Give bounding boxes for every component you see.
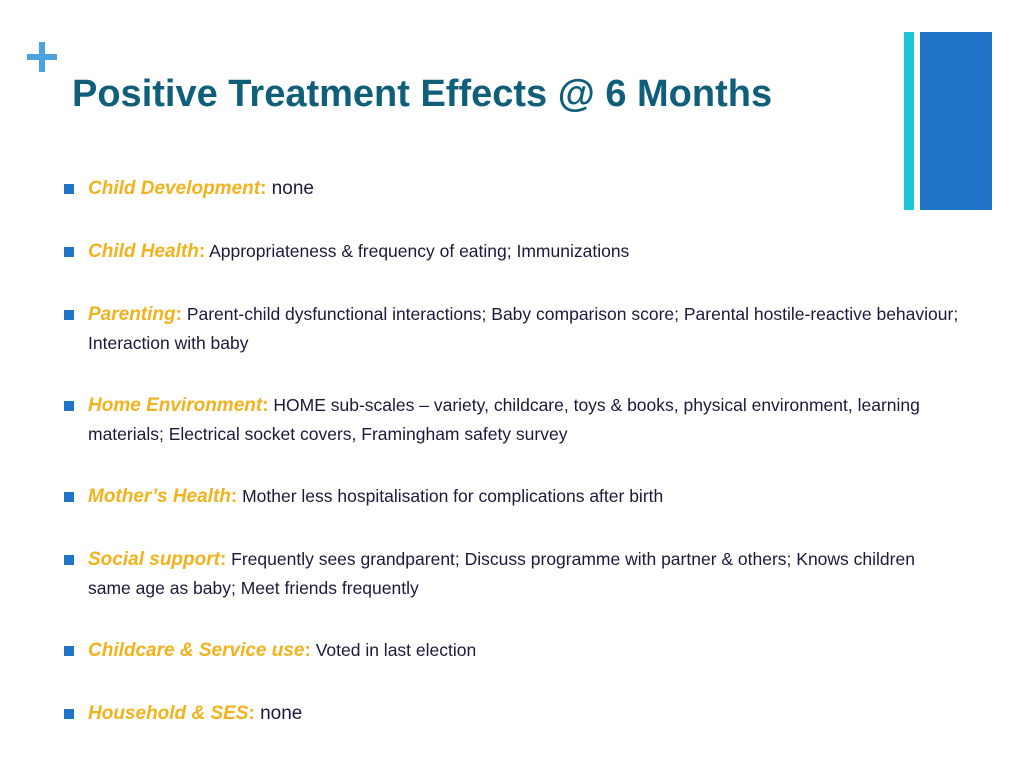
bullet-category: Mother’s Health: [88, 486, 231, 507]
bullet-mothers-health: Mother’s Health: Mother less hospitalisa…: [60, 482, 960, 511]
bullet-separator: :: [260, 178, 267, 199]
bullet-separator: :: [262, 395, 269, 416]
bullet-marker-icon: [64, 247, 74, 257]
plus-icon: [27, 42, 57, 72]
bullet-marker-icon: [64, 646, 74, 656]
bullet-text: Parent-child dysfunctional interactions;…: [88, 304, 959, 353]
bullet-text: none: [254, 703, 303, 724]
bullet-child-health: Child Health: Appropriateness & frequenc…: [60, 237, 960, 266]
decorative-bar-wide: [920, 32, 992, 210]
slide-title: Positive Treatment Effects @ 6 Months: [72, 73, 773, 115]
decorative-bars: [904, 32, 992, 210]
bullet-text: Voted in last election: [310, 640, 477, 660]
bullet-text: Mother less hospitalisation for complica…: [237, 486, 664, 506]
bullet-separator: :: [198, 241, 206, 262]
bullet-marker-icon: [64, 709, 74, 719]
bullet-marker-icon: [64, 401, 74, 411]
bullet-home-environment: Home Environment: HOME sub-scales – vari…: [60, 391, 960, 448]
bullet-child-development: Child Development: none: [60, 174, 960, 203]
decorative-bar-thin: [904, 32, 914, 210]
bullet-category: Child Development: [88, 178, 261, 199]
bullet-marker-icon: [64, 492, 74, 502]
bullet-separator: :: [248, 703, 255, 724]
bullet-category: Home Environment: [88, 395, 263, 416]
bullet-category: Social support: [88, 549, 220, 570]
bullet-separator: :: [230, 486, 238, 507]
bullet-text: Frequently sees grandparent; Discuss pro…: [88, 549, 915, 598]
bullet-category: Childcare & Service use: [88, 640, 305, 661]
bullet-childcare-service-use: Childcare & Service use: Voted in last e…: [60, 636, 960, 665]
bullet-household-ses: Household & SES: none: [60, 699, 960, 728]
bullet-category: Parenting: [88, 304, 176, 325]
bullet-marker-icon: [64, 310, 74, 320]
bullet-separator: :: [304, 640, 311, 661]
bullet-marker-icon: [64, 555, 74, 565]
bullet-marker-icon: [64, 184, 74, 194]
bullet-social-support: Social support: Frequently sees grandpar…: [60, 545, 960, 602]
bullet-category: Household & SES: [88, 703, 249, 724]
bullet-parenting: Parenting: Parent-child dysfunctional in…: [60, 300, 960, 357]
bullet-separator: :: [175, 304, 182, 325]
bullet-category: Child Health: [88, 241, 199, 262]
bullet-text: Appropriateness & frequency of eating; I…: [205, 241, 630, 261]
bullet-list: Child Development: none Child Health: Ap…: [60, 174, 960, 762]
bullet-text: HOME sub-scales – variety, childcare, to…: [88, 395, 920, 444]
bullet-separator: :: [219, 549, 227, 570]
bullet-text: none: [266, 178, 314, 199]
